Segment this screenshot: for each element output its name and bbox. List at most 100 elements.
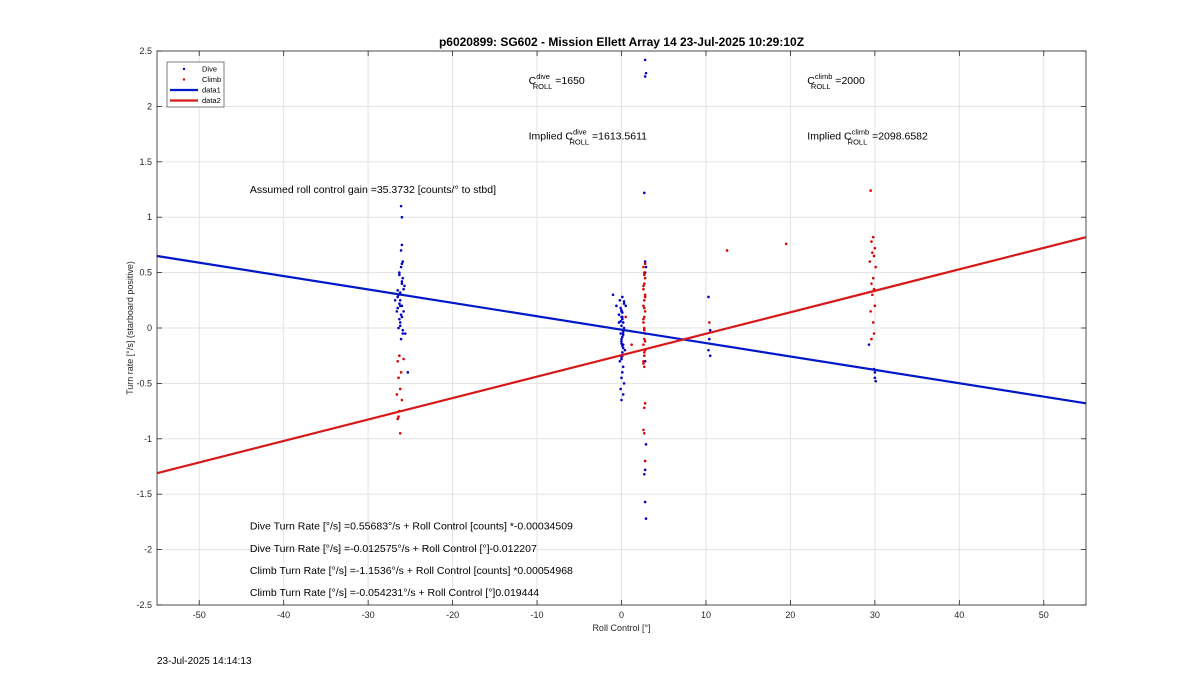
dive-point [644, 443, 648, 446]
dive-point [618, 299, 622, 302]
climb-point [643, 306, 646, 310]
annotation-value: =2098.6582 [869, 131, 928, 143]
dive-point [619, 387, 622, 391]
dive-point [643, 58, 647, 62]
dive-point [402, 287, 405, 291]
annotation: Climb Turn Rate [°/s] =-1.1536°/s + Roll… [250, 565, 573, 577]
dive-point [395, 310, 399, 313]
climb-point [643, 315, 646, 319]
dive-point [398, 321, 402, 324]
climb-point [398, 431, 402, 435]
annotation: Implied Cclimb ROLL =2098.6582 [807, 128, 928, 147]
legend-swatch-climb [182, 78, 186, 81]
annotation-sup: climb [815, 72, 833, 81]
annotation-base: Implied C [807, 131, 852, 143]
dive-point [398, 299, 402, 302]
climb-point [873, 304, 877, 308]
annotation: Cclimb ROLL =2000 [807, 72, 865, 91]
dive-point [644, 265, 648, 269]
chart-title: p6020899: SG602 - Mission Ellett Array 1… [439, 35, 804, 49]
dive-point [620, 324, 623, 328]
climb-point [871, 293, 874, 297]
dive-point [621, 317, 624, 321]
dive-point [402, 310, 405, 313]
x-tick-label: 30 [870, 610, 880, 620]
annotation-sub: ROLL [570, 138, 590, 147]
dive-point [617, 313, 621, 317]
dive-point [396, 295, 399, 299]
climb-point [643, 339, 647, 343]
x-tick-label: -20 [446, 610, 459, 620]
climb-point [397, 376, 400, 380]
dive-point [398, 291, 402, 294]
climb-point [643, 365, 646, 369]
climb-point [872, 254, 876, 258]
climb-point [399, 371, 403, 374]
dive-point [618, 359, 622, 363]
climb-point [402, 357, 405, 361]
dive-point [621, 331, 625, 334]
annotation-base: Implied C [529, 131, 574, 143]
dive-point [615, 304, 618, 308]
y-tick-label: -2.5 [136, 600, 152, 610]
climb-point [871, 321, 875, 324]
dive-point [622, 302, 626, 305]
climb-point [868, 260, 872, 263]
legend-label: data1 [202, 86, 221, 95]
annotation: Climb Turn Rate [°/s] =-0.054231°/s + Ro… [250, 587, 539, 599]
annotation-value: =1650 [552, 75, 585, 87]
annotation: Cdive ROLL =1650 [529, 72, 585, 91]
climb-point [642, 304, 645, 308]
climb-point [642, 321, 645, 324]
climb-point [643, 337, 646, 341]
dive-point [396, 306, 399, 310]
dive-point [621, 321, 625, 324]
dive-point [619, 306, 622, 310]
dive-point [620, 398, 623, 402]
dive-point [398, 271, 401, 274]
annotation-base: C [807, 75, 815, 87]
dive-point [873, 371, 877, 374]
dive-point [611, 293, 615, 297]
dive-point [707, 348, 710, 352]
dive-point [621, 393, 625, 396]
y-tick-label: 0 [147, 323, 152, 333]
dive-point [643, 468, 647, 472]
dive-point [401, 328, 405, 332]
dive-point [401, 276, 405, 280]
climb-point [870, 282, 873, 285]
fit-line-data2 [156, 236, 1087, 475]
climb-point [643, 276, 647, 280]
annotation-value: =1613.5611 [589, 131, 647, 143]
climb-point [643, 310, 647, 313]
dive-point [400, 282, 404, 285]
x-tick-label: -30 [362, 610, 375, 620]
x-tick-label: 40 [954, 610, 964, 620]
dive-point [874, 379, 878, 383]
dive-point [622, 300, 626, 303]
dive-point [621, 311, 624, 314]
x-tick-label: -10 [531, 610, 544, 620]
climb-point [870, 337, 873, 341]
y-tick-label: -1 [144, 434, 152, 444]
x-tick-label: -40 [277, 610, 290, 620]
y-tick-label: -2 [144, 545, 152, 555]
annotation-sub: ROLL [811, 82, 831, 91]
climb-point [869, 310, 872, 313]
climb-point [643, 273, 646, 277]
climb-point [642, 362, 645, 365]
legend-label: Dive [202, 65, 217, 74]
annotation: Implied Cdive ROLL =1613.5611 [529, 128, 648, 147]
annotation-sub: ROLL [848, 138, 868, 147]
x-tick-label: 50 [1039, 610, 1049, 620]
dive-point [399, 249, 403, 252]
dive-point [399, 204, 403, 208]
climb-point [397, 415, 400, 418]
climb-point [642, 317, 645, 321]
fit-line-data1 [156, 254, 1087, 405]
dive-point [398, 273, 401, 277]
climb-point [871, 251, 874, 254]
dive-point [643, 472, 646, 476]
climb-point [872, 332, 876, 335]
climb-point [642, 343, 645, 346]
